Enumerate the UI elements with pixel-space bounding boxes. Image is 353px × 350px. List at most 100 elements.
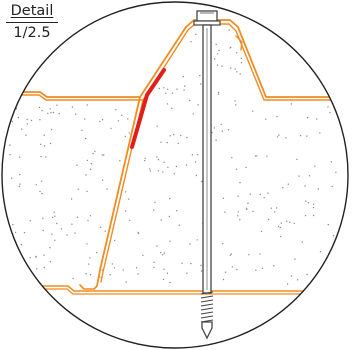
foam-dot: [248, 254, 250, 256]
foam-dot: [71, 223, 73, 225]
foam-dot: [319, 251, 322, 253]
foam-dot: [305, 200, 307, 202]
foam-dot: [301, 241, 303, 243]
foam-dot: [294, 258, 296, 260]
foam-dot: [163, 87, 165, 89]
foam-dot: [77, 188, 79, 190]
foam-dot: [217, 91, 220, 94]
foam-dot: [70, 198, 73, 200]
foam-dot: [137, 273, 139, 275]
foam-dot: [184, 85, 186, 87]
foam-dot: [317, 188, 319, 190]
foam-dot: [306, 273, 308, 276]
foam-dot: [191, 154, 194, 156]
screw-thread-line: [200, 295, 214, 299]
screw-drill-tip: [201, 321, 213, 340]
foam-dot: [162, 278, 165, 281]
foam-dot: [230, 253, 232, 255]
foam-dot: [173, 133, 175, 136]
foam-dot: [237, 211, 239, 213]
foam-dot: [163, 268, 165, 270]
lap-hook: [79, 284, 98, 290]
foam-dot: [280, 222, 282, 224]
foam-dot: [121, 114, 123, 117]
foam-dot: [50, 128, 53, 131]
foam-dot: [254, 155, 257, 157]
foam-dot: [162, 171, 164, 173]
foam-dot: [51, 233, 53, 235]
foam-dot: [266, 155, 268, 157]
foam-dot: [153, 261, 155, 263]
foam-dot: [201, 180, 203, 183]
foam-dot: [101, 269, 104, 271]
foam-dot: [153, 209, 155, 211]
foam-dot: [43, 134, 45, 136]
foam-dot: [276, 116, 278, 118]
foam-dot: [222, 243, 224, 245]
foam-dot: [280, 235, 282, 238]
foam-dot: [162, 254, 164, 256]
foam-dot: [72, 277, 74, 280]
sealant-strip: [130, 68, 166, 149]
foam-dot: [171, 107, 173, 110]
foam-dot: [144, 159, 146, 162]
foam-dot: [177, 142, 179, 145]
foam-dot: [256, 155, 258, 157]
foam-dot: [128, 198, 130, 200]
foam-dot: [168, 215, 171, 218]
foam-dot: [197, 154, 199, 156]
foam-dot: [125, 210, 127, 212]
foam-dot: [306, 135, 308, 137]
foam-dot: [85, 137, 87, 140]
foam-dot: [175, 165, 178, 168]
foam-dot: [144, 157, 146, 159]
foam-dot: [137, 232, 140, 235]
foam-dot: [169, 240, 171, 242]
foam-dot: [279, 226, 281, 229]
foam-dot: [235, 104, 237, 106]
foam-dot: [286, 283, 289, 285]
foam-dot: [124, 135, 127, 138]
foam-dot: [200, 264, 202, 267]
foam-dot: [234, 68, 236, 70]
foam-dot: [331, 185, 333, 188]
foam-dot: [99, 226, 102, 228]
foam-dot: [213, 127, 216, 129]
foam-dot: [290, 103, 292, 105]
side-lap-sheet: [96, 96, 141, 287]
foam-dot: [299, 135, 302, 137]
foam-dot: [169, 281, 171, 284]
foam-dot: [19, 173, 21, 176]
foam-dot: [276, 207, 278, 209]
foam-dot: [335, 171, 337, 173]
foam-dot: [49, 142, 52, 145]
foam-dot: [234, 100, 236, 102]
foam-dot: [54, 215, 56, 217]
rib-seam-hook: [235, 35, 243, 51]
foam-dot: [282, 187, 284, 189]
foam-dot: [35, 256, 37, 258]
foam-dot: [40, 155, 42, 158]
screw-hex-head: [196, 10, 218, 22]
foam-dot: [222, 278, 225, 281]
foam-dot: [49, 261, 51, 263]
foam-dot: [336, 283, 338, 285]
foam-dot: [235, 168, 238, 170]
foam-dot: [260, 230, 263, 233]
foam-dot: [222, 197, 225, 199]
foam-dot: [330, 161, 333, 163]
foam-dot: [267, 192, 269, 194]
foam-dot: [189, 99, 191, 102]
foam-dot: [224, 271, 227, 273]
foam-dot: [252, 110, 254, 112]
foam-dot: [52, 111, 55, 114]
foam-dot: [137, 231, 139, 234]
foam-dot: [149, 168, 151, 170]
foam-dot: [42, 229, 44, 232]
foam-dot: [221, 65, 223, 67]
foam-dot: [125, 281, 127, 283]
foam-dot: [124, 191, 127, 193]
foam-dot: [43, 266, 45, 269]
foam-dot: [85, 273, 87, 275]
